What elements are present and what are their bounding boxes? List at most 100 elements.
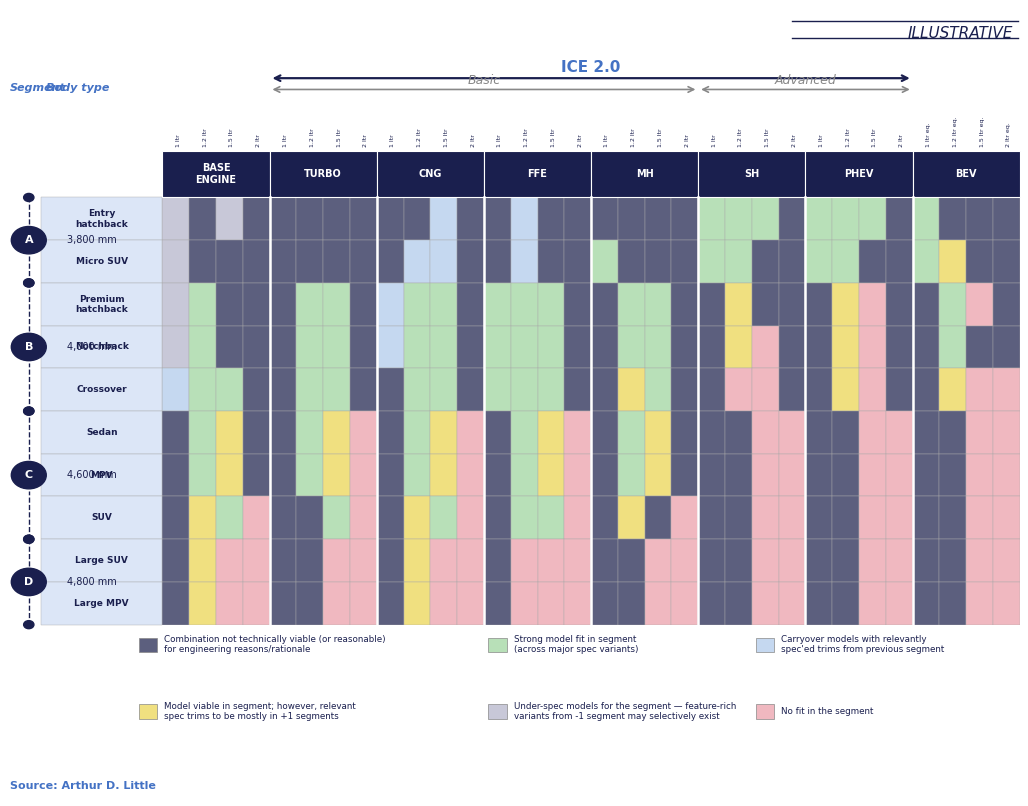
Bar (350, 539, 376, 582)
Bar (296, 326, 323, 368)
Bar (671, 368, 698, 411)
Bar (966, 240, 993, 283)
Bar (859, 496, 886, 539)
Bar (162, 539, 189, 582)
Bar (484, 411, 511, 454)
Text: D: D (25, 577, 33, 587)
Bar (618, 454, 645, 496)
Bar (511, 283, 538, 326)
Bar (698, 368, 725, 411)
Bar (296, 240, 323, 283)
Bar (376, 539, 404, 582)
Bar (511, 539, 538, 582)
Text: MH: MH (635, 169, 654, 179)
Text: Premium
hatchback: Premium hatchback (75, 294, 128, 314)
Bar (886, 283, 913, 326)
Bar (350, 283, 376, 326)
Bar (243, 539, 269, 582)
Bar (538, 454, 564, 496)
Bar (698, 454, 725, 496)
Text: FFE: FFE (527, 169, 548, 179)
Bar (296, 411, 323, 454)
Bar (591, 496, 618, 539)
Bar (698, 411, 725, 454)
Bar (564, 283, 591, 326)
Bar (189, 368, 216, 411)
Bar (751, 368, 778, 411)
Bar (778, 368, 805, 411)
Bar (778, 496, 805, 539)
Bar (671, 240, 698, 283)
Bar (323, 496, 350, 539)
Bar (833, 454, 859, 496)
Bar (940, 496, 966, 539)
Text: 2 ltr eq.: 2 ltr eq. (1006, 122, 1012, 147)
Bar (833, 368, 859, 411)
Bar (859, 368, 886, 411)
Bar (404, 197, 431, 240)
Bar (457, 368, 484, 411)
Bar (269, 454, 296, 496)
Bar (162, 197, 189, 240)
Bar (940, 368, 966, 411)
Bar (350, 240, 376, 283)
Bar (484, 197, 511, 240)
Bar (376, 582, 404, 625)
Text: CNG: CNG (418, 169, 442, 179)
Bar (162, 582, 189, 625)
Bar (323, 283, 350, 326)
Bar (538, 496, 564, 539)
Bar (484, 496, 511, 539)
Bar (806, 197, 833, 240)
Bar (698, 197, 725, 240)
Bar (189, 411, 216, 454)
Bar (966, 368, 993, 411)
Bar (698, 539, 725, 582)
Bar (484, 283, 511, 326)
Bar (778, 454, 805, 496)
Bar (243, 197, 269, 240)
Bar (778, 240, 805, 283)
Bar (940, 283, 966, 326)
Bar (886, 240, 913, 283)
Bar (538, 326, 564, 368)
Text: 4,000 mm: 4,000 mm (67, 342, 116, 352)
Bar (404, 411, 431, 454)
Text: Under-spec models for the segment — feature-rich
variants from -1 segment may se: Under-spec models for the segment — feat… (514, 702, 736, 721)
Bar (216, 496, 243, 539)
Bar (511, 197, 538, 240)
Bar (564, 326, 591, 368)
Bar (859, 240, 886, 283)
Bar (698, 582, 725, 625)
Bar (189, 283, 216, 326)
Bar (484, 240, 511, 283)
Bar (376, 283, 404, 326)
Bar (671, 454, 698, 496)
Bar (645, 539, 671, 582)
Text: 2 ltr: 2 ltr (578, 134, 583, 147)
Bar (431, 197, 457, 240)
Bar (913, 283, 940, 326)
Bar (296, 582, 323, 625)
Bar (243, 368, 269, 411)
Bar (859, 454, 886, 496)
Bar (404, 368, 431, 411)
Bar (243, 283, 269, 326)
Text: Model viable in segment; however, relevant
spec trims to be mostly in +1 segment: Model viable in segment; however, releva… (164, 702, 357, 721)
Bar (751, 326, 778, 368)
Bar (993, 582, 1020, 625)
Bar (564, 240, 591, 283)
Bar (162, 496, 189, 539)
Bar (216, 283, 243, 326)
Bar (725, 368, 751, 411)
Bar (243, 411, 269, 454)
Text: 1.5 ltr: 1.5 ltr (765, 128, 770, 147)
Bar (484, 368, 511, 411)
Text: Combination not technically viable (or reasonable)
for engineering reasons/ratio: Combination not technically viable (or r… (164, 635, 387, 654)
Bar (431, 496, 457, 539)
Bar (645, 496, 671, 539)
Bar (216, 582, 243, 625)
Bar (538, 240, 564, 283)
Bar (323, 582, 350, 625)
Bar (940, 240, 966, 283)
